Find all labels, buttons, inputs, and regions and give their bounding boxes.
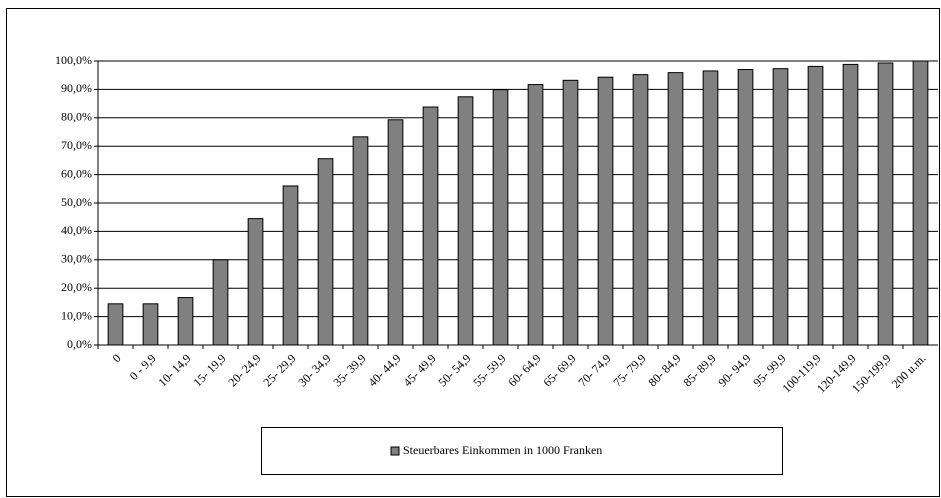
y-tick-label: 100,0%: [55, 53, 92, 67]
bar: [737, 69, 754, 346]
bar: [142, 303, 159, 346]
y-tick-label: 40,0%: [61, 223, 92, 237]
legend-swatch: [390, 446, 400, 456]
bar: [282, 185, 299, 346]
bar: [492, 89, 509, 346]
legend-box: [261, 427, 783, 475]
bar: [527, 84, 544, 346]
y-tick-label: 20,0%: [61, 280, 92, 294]
bar: [107, 303, 124, 346]
bar: [667, 72, 684, 346]
bar: [632, 74, 649, 346]
y-tick-label: 50,0%: [61, 195, 92, 209]
bar: [772, 68, 789, 346]
bar: [387, 119, 404, 346]
bar: [877, 62, 894, 346]
bar: [562, 79, 579, 346]
legend-label: Steuerbares Einkommen in 1000 Franken: [403, 443, 602, 457]
y-tick-label: 80,0%: [61, 110, 92, 124]
bar: [247, 218, 264, 346]
y-tick-label: 60,0%: [61, 166, 92, 180]
bar: [317, 158, 334, 346]
bar: [422, 106, 439, 346]
bar: [352, 136, 369, 346]
bar: [457, 96, 474, 346]
y-tick-label: 90,0%: [61, 81, 92, 95]
bar: [702, 70, 719, 346]
bar: [212, 259, 229, 346]
y-tick-label: 0,0%: [67, 337, 92, 351]
bar: [807, 65, 824, 346]
bar: [912, 60, 929, 346]
bar: [597, 76, 614, 346]
y-tick-label: 70,0%: [61, 138, 92, 152]
y-tick-label: 10,0%: [61, 308, 92, 322]
bar: [842, 63, 859, 346]
bar: [177, 297, 194, 346]
y-tick-label: 30,0%: [61, 252, 92, 266]
